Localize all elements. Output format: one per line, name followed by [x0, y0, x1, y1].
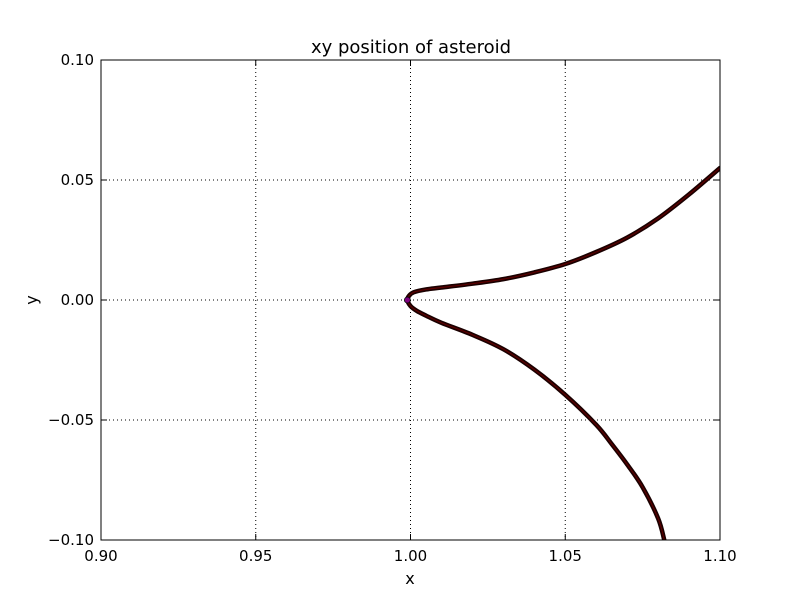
ticks: 0.90 0.95 1.00 1.05 1.10 −0.10 −0.05 0.00 0.05 0.… [48, 51, 737, 565]
y-axis-label: y [22, 295, 41, 304]
x-tick-label: 1.00 [394, 547, 427, 565]
x-tick-label: 1.05 [549, 547, 582, 565]
plot-area [404, 165, 720, 540]
y-tick-label: 0.00 [61, 291, 94, 309]
y-tick-label: −0.05 [48, 411, 94, 429]
start-point-marker [404, 296, 411, 304]
chart-title: xy position of asteroid [311, 37, 511, 58]
y-tick-label: −0.10 [48, 531, 94, 549]
x-axis-label: x [405, 569, 414, 588]
x-tick-label: 0.95 [239, 547, 272, 565]
x-tick-label: 0.90 [84, 547, 117, 565]
y-tick-label: 0.10 [61, 51, 94, 69]
series-line [405, 165, 720, 540]
y-tick-label: 0.05 [61, 171, 94, 189]
x-tick-label: 1.10 [703, 547, 736, 565]
series-line-highlight [406, 167, 720, 540]
